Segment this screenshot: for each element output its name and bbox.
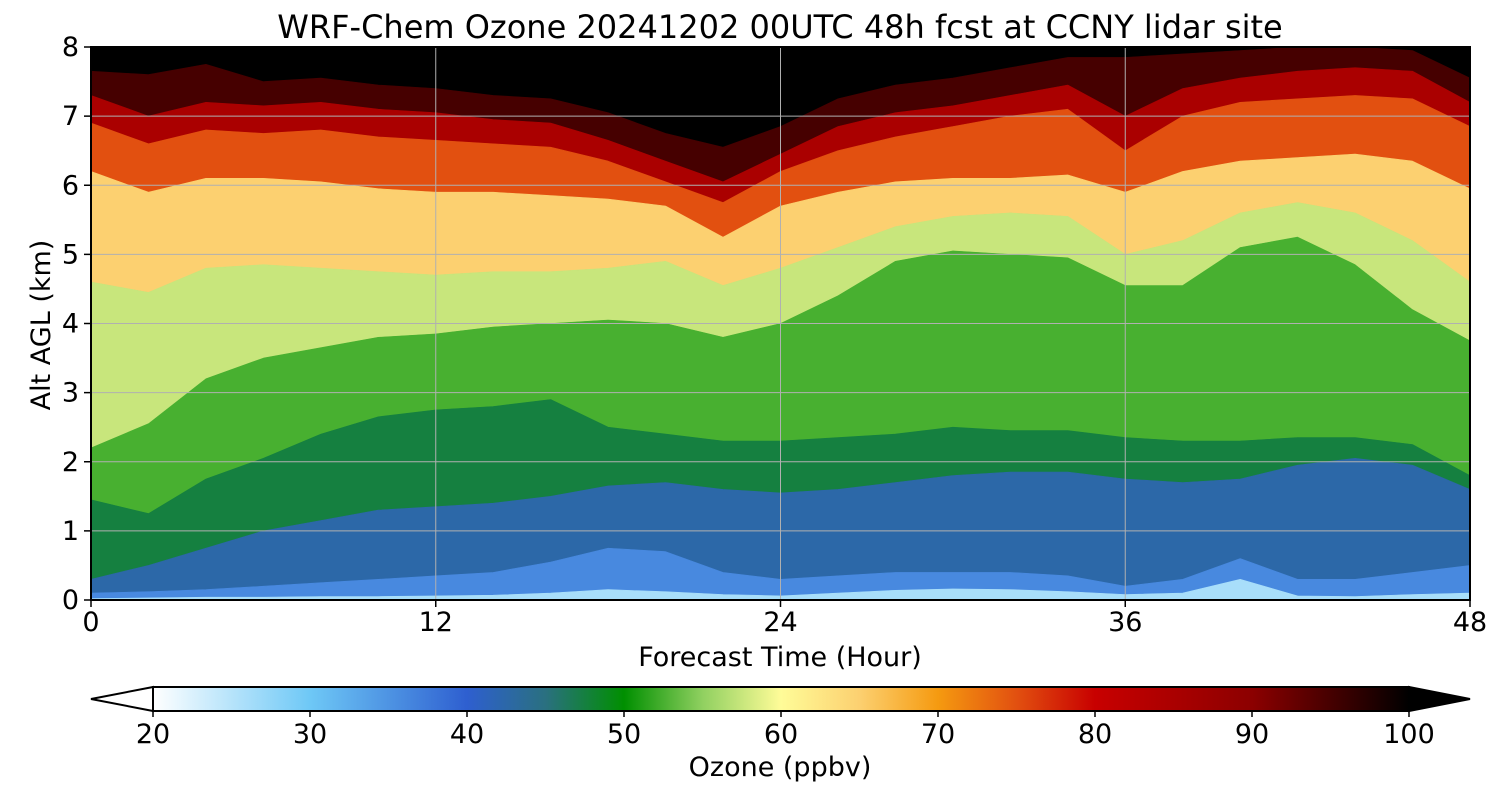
x-axis-ticks: 0 12 24 36 48: [82, 600, 1487, 638]
colorbar-tick-label: 30: [293, 719, 327, 750]
colorbar-tick-label: 60: [764, 719, 798, 750]
grid-lines: [91, 47, 1470, 600]
colorbar: 20 30 40 50 60 70 80 90 100 Ozone (ppbv): [90, 685, 1471, 783]
y-tick-label: 2: [62, 447, 79, 478]
x-tick-label: 36: [1108, 607, 1142, 638]
x-tick-label: 24: [763, 607, 797, 638]
y-tick-label: 7: [62, 101, 79, 132]
colorbar-tick-label: 100: [1383, 719, 1435, 750]
x-axis-label: Forecast Time (Hour): [638, 642, 922, 673]
colorbar-tick-label: 90: [1235, 719, 1269, 750]
colorbar-tick-label: 20: [136, 719, 170, 750]
x-tick-label: 0: [82, 607, 99, 638]
y-tick-label: 1: [62, 516, 79, 547]
colorbar-tick-label: 80: [1078, 719, 1112, 750]
plot-area: [91, 47, 1470, 600]
y-tick-label: 0: [62, 585, 79, 616]
colorbar-tick-label: 70: [921, 719, 955, 750]
y-tick-label: 6: [62, 170, 79, 201]
y-tick-label: 8: [62, 32, 79, 63]
x-tick-label: 12: [419, 607, 453, 638]
x-tick-label: 48: [1453, 607, 1487, 638]
colorbar-under-triangle: [90, 685, 154, 713]
colorbar-ticks: 20 30 40 50 60 70 80 90 100: [136, 711, 1435, 750]
colorbar-tick-label: 50: [607, 719, 641, 750]
y-axis-ticks: 0 1 2 3 4 5 6 7 8: [62, 32, 91, 616]
y-axis-label: Alt AGL (km): [26, 240, 57, 411]
colorbar-tick-label: 40: [450, 719, 484, 750]
y-tick-label: 4: [62, 309, 79, 340]
colorbar-over-triangle: [1408, 685, 1471, 713]
chart-title: WRF-Chem Ozone 20241202 00UTC 48h fcst a…: [277, 8, 1282, 46]
y-tick-label: 3: [62, 378, 79, 409]
colorbar-ramp: [153, 687, 1409, 711]
y-tick-label: 5: [62, 239, 79, 270]
colorbar-label: Ozone (ppbv): [689, 752, 872, 783]
